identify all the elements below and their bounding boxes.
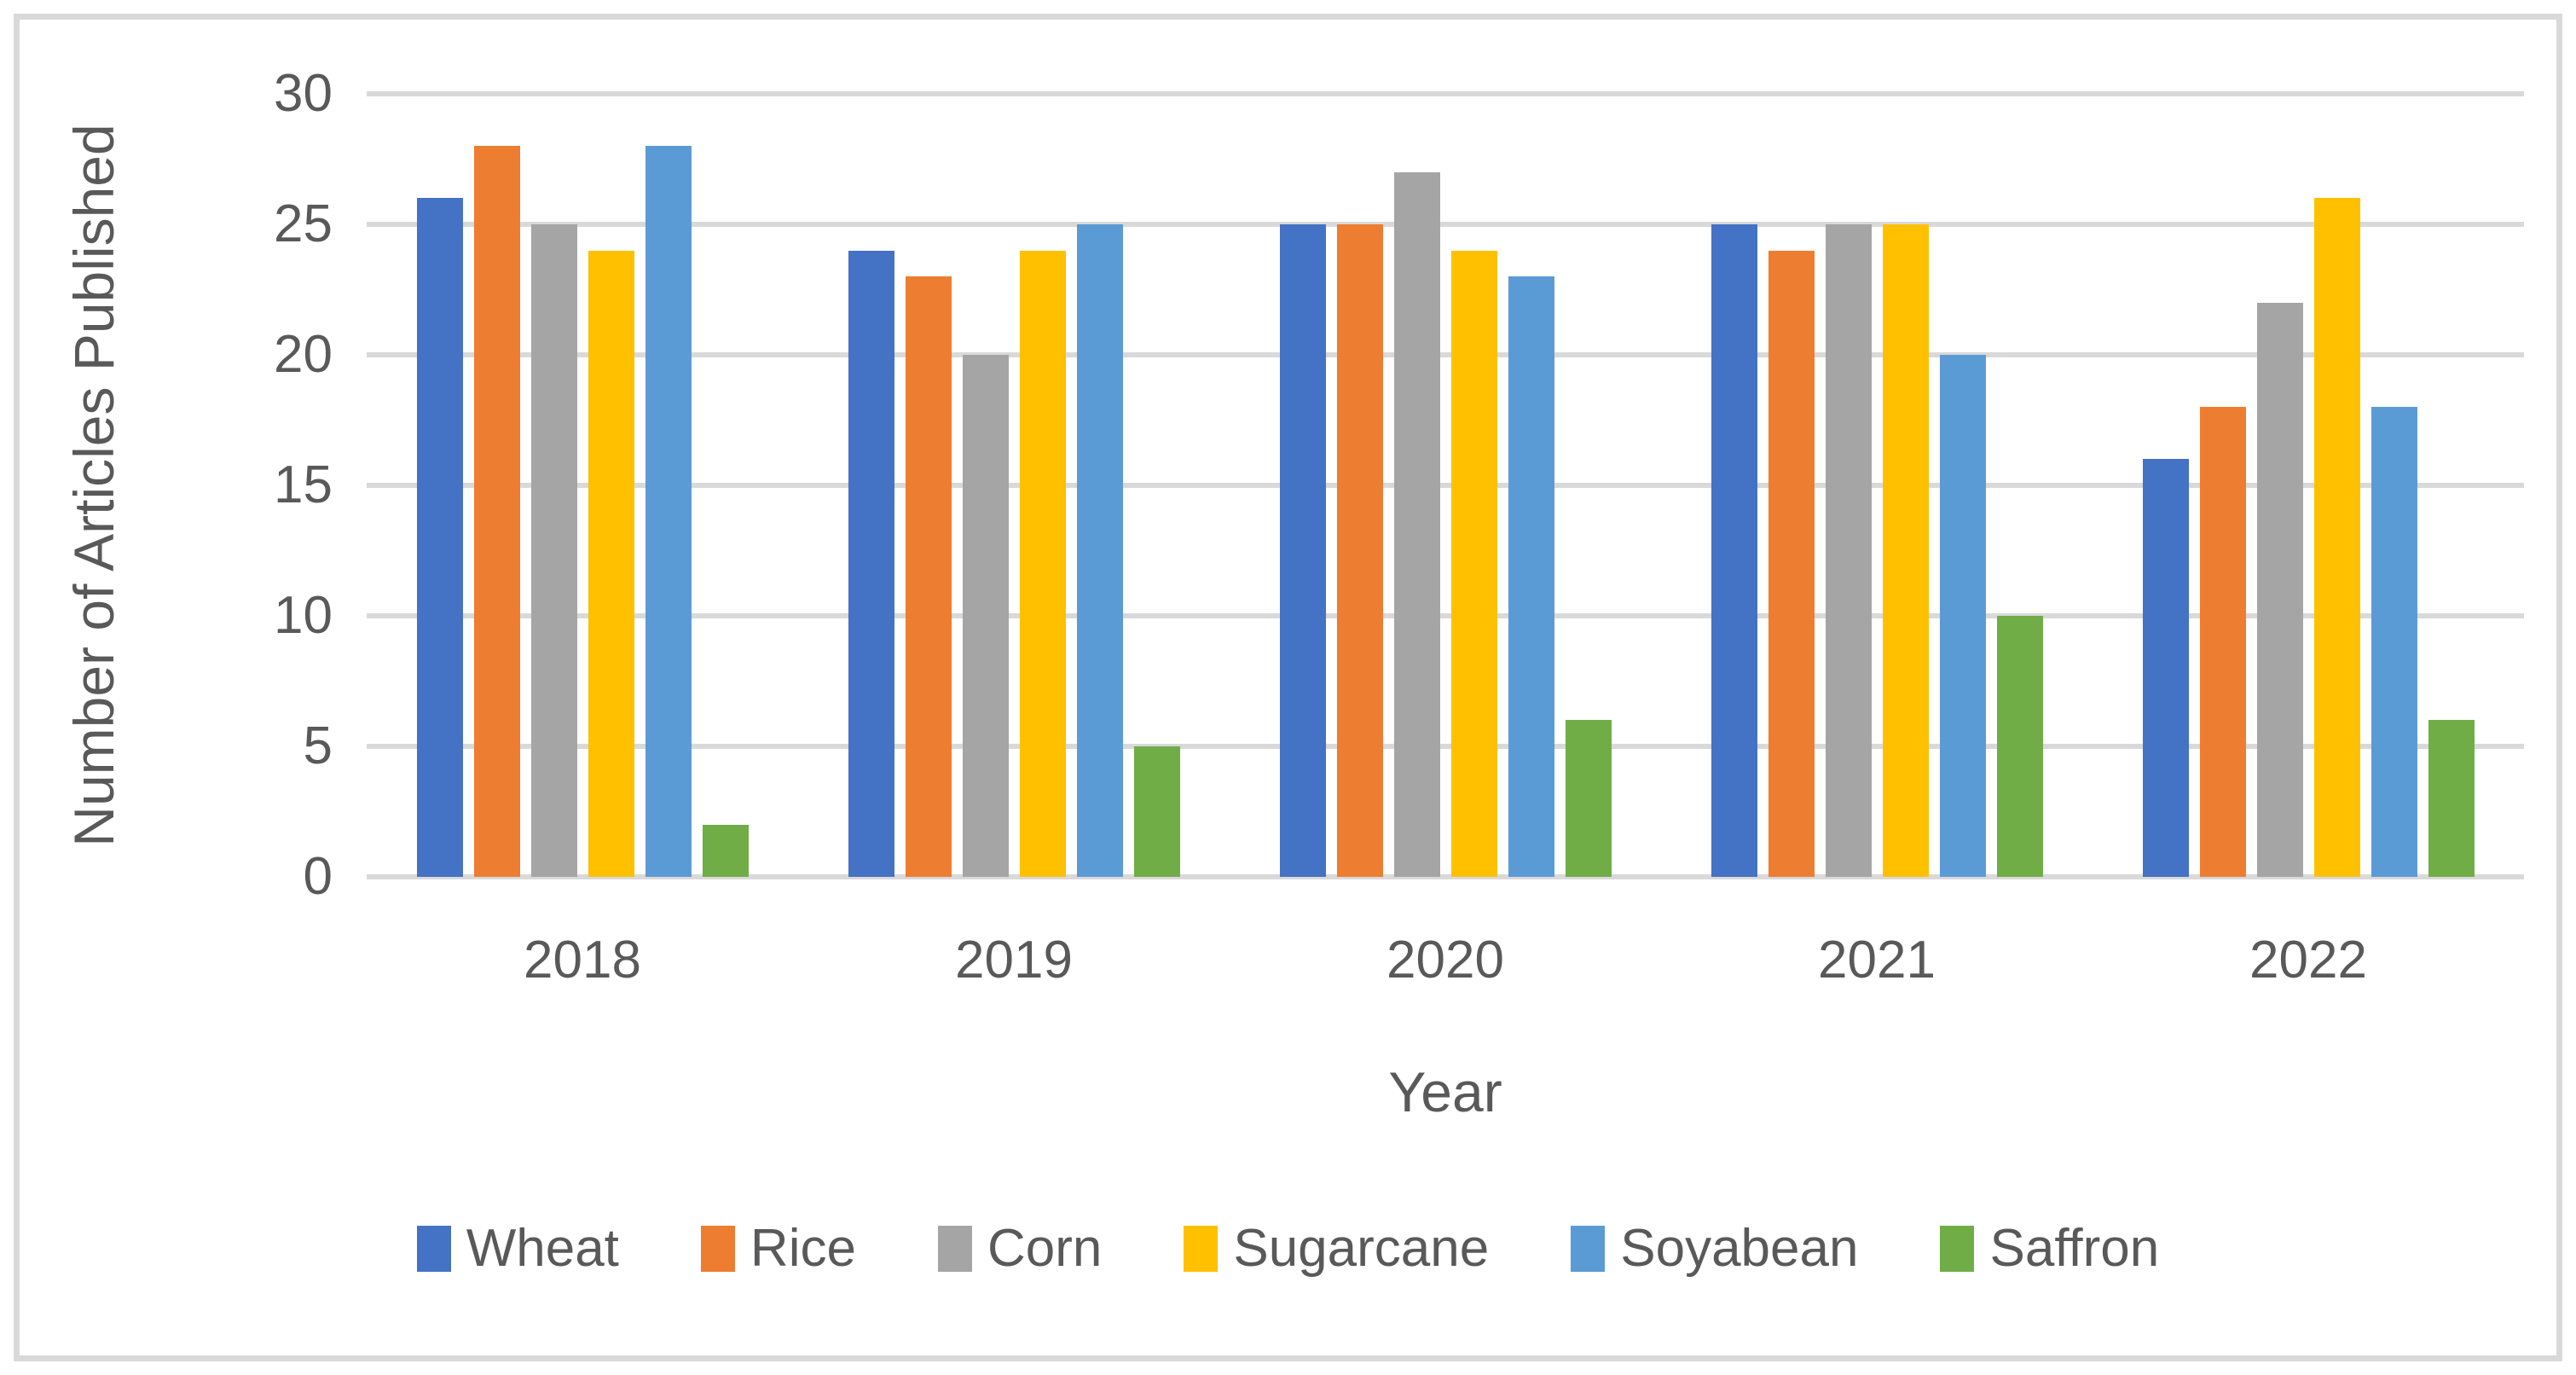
bar-rice-2020 (1337, 224, 1383, 877)
bar-soyabean-2019 (1077, 224, 1123, 877)
bar-wheat-2020 (1280, 224, 1326, 877)
legend-item-wheat: Wheat (416, 1218, 619, 1279)
bar-wheat-2022 (2143, 459, 2189, 877)
legend-swatch-wheat (416, 1225, 451, 1272)
bar-soyabean-2021 (1940, 355, 1986, 877)
legend-swatch-corn (937, 1225, 972, 1272)
legend-item-soyabean: Soyabean (1571, 1218, 1858, 1279)
bar-rice-2021 (1768, 251, 1815, 877)
x-axis-title: Year (1388, 1060, 1502, 1123)
legend-label-wheat: Wheat (466, 1219, 619, 1278)
x-tick-label-2021: 2021 (1818, 931, 1936, 989)
x-tick-label-2020: 2020 (1386, 931, 1504, 989)
bar-corn-2019 (963, 355, 1009, 877)
gridline-y-30 (367, 91, 2524, 96)
bar-wheat-2021 (1711, 224, 1757, 877)
bar-sugarcane-2022 (2314, 198, 2360, 877)
y-tick-label-0: 0 (303, 847, 333, 906)
bar-wheat-2019 (848, 251, 894, 877)
legend-item-rice: Rice (700, 1218, 856, 1279)
bar-soyabean-2018 (645, 146, 692, 877)
gridline-y-10 (367, 613, 2524, 618)
bar-saffron-2018 (703, 825, 749, 877)
bar-saffron-2022 (2428, 720, 2475, 877)
y-tick-label-15: 15 (274, 455, 333, 514)
y-tick-label-10: 10 (274, 586, 333, 645)
gridline-y-20 (367, 352, 2524, 357)
legend-label-sugarcane: Sugarcane (1233, 1219, 1490, 1278)
legend-swatch-saffron (1940, 1225, 1975, 1272)
legend-swatch-soyabean (1571, 1225, 1606, 1272)
bar-soyabean-2020 (1508, 276, 1554, 877)
bar-rice-2019 (906, 276, 952, 877)
bar-saffron-2020 (1566, 720, 1612, 877)
y-tick-label-25: 25 (274, 194, 333, 253)
legend-label-saffron: Saffron (1989, 1219, 2160, 1278)
y-tick-label-20: 20 (274, 325, 333, 384)
bar-saffron-2021 (1997, 616, 2043, 877)
legend-swatch-sugarcane (1184, 1225, 1219, 1272)
bar-rice-2018 (474, 146, 520, 877)
bar-saffron-2019 (1134, 746, 1180, 877)
gridline-y-5 (367, 744, 2524, 749)
x-tick-label-2022: 2022 (2249, 931, 2367, 989)
y-tick-label-5: 5 (303, 717, 333, 775)
legend-label-soyabean: Soyabean (1620, 1219, 1859, 1278)
legend-item-saffron: Saffron (1940, 1218, 2159, 1279)
plot-area (367, 91, 2524, 879)
bar-corn-2022 (2257, 303, 2303, 877)
gridline-y-0 (367, 874, 2524, 879)
x-tick-label-2019: 2019 (955, 931, 1073, 989)
bar-sugarcane-2021 (1883, 224, 1929, 877)
bar-rice-2022 (2200, 407, 2246, 877)
bar-corn-2018 (531, 224, 577, 877)
bar-soyabean-2022 (2371, 407, 2417, 877)
legend: Wheat Rice Corn Sugarcane Soyabean Saffron (0, 1218, 2576, 1279)
bar-corn-2020 (1394, 172, 1440, 877)
legend-item-corn: Corn (937, 1218, 1103, 1279)
legend-item-sugarcane: Sugarcane (1184, 1218, 1489, 1279)
legend-swatch-rice (700, 1225, 735, 1272)
gridline-y-15 (367, 483, 2524, 488)
bar-wheat-2018 (417, 198, 463, 877)
x-tick-label-2018: 2018 (524, 931, 641, 989)
bar-sugarcane-2020 (1451, 251, 1497, 877)
legend-label-corn: Corn (987, 1219, 1103, 1278)
bar-sugarcane-2018 (588, 251, 634, 877)
y-tick-label-30: 30 (274, 64, 333, 123)
bar-sugarcane-2019 (1020, 251, 1066, 877)
gridline-y-25 (367, 222, 2524, 227)
y-axis-title-text: Number of Articles Published (62, 124, 125, 847)
legend-label-rice: Rice (750, 1219, 856, 1278)
bar-corn-2021 (1826, 224, 1872, 877)
